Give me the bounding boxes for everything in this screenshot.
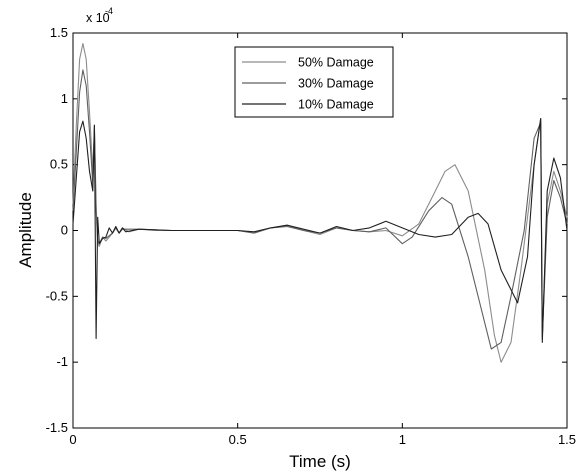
legend-label: 30% Damage	[298, 77, 374, 91]
x-axis-title: Time (s)	[289, 452, 351, 471]
legend-entries: 50% Damage 30% Damage 10% Damage	[242, 56, 374, 112]
y-tick-label: 1.5	[50, 25, 68, 40]
y-axis-title: Amplitude	[16, 192, 35, 268]
y-tick-label: 0	[61, 223, 68, 238]
y-tick-label: -1	[56, 354, 68, 369]
y-tick-label: -1.5	[46, 420, 68, 435]
legend-box	[234, 46, 394, 118]
y-scale-multiplier: x 10	[86, 11, 110, 25]
y-tick-label: 1	[61, 91, 68, 106]
legend: 50% Damage 30% Damage 10% Damage	[234, 46, 394, 118]
y-tick-label: 0.5	[50, 157, 68, 172]
y-scale-exponent: -4	[105, 6, 113, 16]
legend-label: 50% Damage	[298, 56, 374, 70]
series-line-2	[72, 69, 568, 350]
x-tick-label: 0.5	[229, 432, 247, 447]
series-line-3	[72, 118, 568, 343]
y-tick-label: -0.5	[46, 288, 68, 303]
axis-ticks	[72, 32, 568, 429]
x-tick-label: 1.5	[558, 432, 576, 447]
x-tick-label: 0	[69, 432, 76, 447]
series-lines	[72, 42, 568, 363]
tick-labels: 0 0.5 1 1.5 -1.5 -1 -0.5 0 0.5 1 1.5	[46, 25, 576, 447]
legend-label: 10% Damage	[298, 98, 374, 112]
x-tick-label: 1	[399, 432, 406, 447]
